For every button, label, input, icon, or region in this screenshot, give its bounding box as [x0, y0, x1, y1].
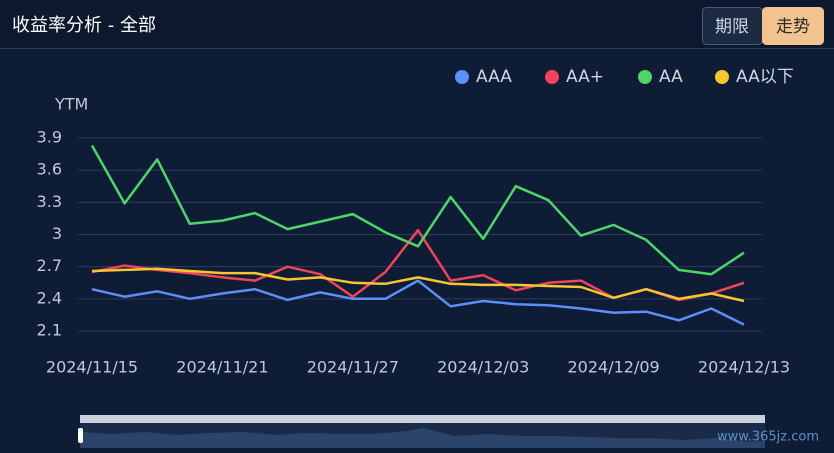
tab-button-active[interactable] — [762, 7, 824, 45]
y-tick-label: 2.1 — [37, 321, 62, 340]
y-axis-label: YTM — [54, 95, 88, 114]
x-tick-label: 2024/12/03 — [437, 358, 529, 377]
y-tick-label: 3.3 — [37, 192, 62, 211]
series-line — [91, 279, 745, 326]
x-tick-label: 2024/12/09 — [567, 358, 659, 377]
x-tick-label: 2024/11/15 — [46, 358, 138, 377]
legend-swatch — [638, 70, 652, 84]
header-bar — [0, 0, 834, 48]
y-tick-label: 3.6 — [37, 160, 62, 179]
tab-button-label[interactable]: 走势 — [776, 17, 810, 37]
zoom-handle[interactable] — [78, 428, 83, 443]
x-tick-label: 2024/11/21 — [176, 358, 268, 377]
legend-label: AAA — [476, 67, 512, 87]
zoom-preview — [80, 428, 765, 448]
series-line — [90, 144, 745, 276]
y-tick-label: 2.7 — [37, 256, 62, 275]
series-line — [91, 267, 745, 303]
y-tick-label: 2.4 — [37, 288, 62, 307]
y-tick-label: 3 — [52, 224, 62, 243]
legend-swatch — [715, 70, 729, 84]
x-tick-label: 2024/12/13 — [698, 358, 790, 377]
plot: 3.9 3.6 3.3 3 2.7 2.4 2.1 2024/11/15 2024/11/21 2… — [37, 67, 794, 377]
watermark: www.365jz.com — [717, 430, 819, 445]
tab-button-label[interactable]: 期限 — [715, 17, 749, 37]
legend-swatch — [545, 70, 559, 84]
legend-label: AA以下 — [736, 67, 794, 87]
legend-swatch — [455, 70, 469, 84]
header-title: 收益率分析 - 全部 — [12, 15, 156, 36]
zoom-handle-bar[interactable] — [80, 415, 765, 423]
legend-label: AA — [659, 67, 683, 87]
legend-label: AA+ — [566, 67, 604, 87]
x-tick-label: 2024/11/27 — [307, 358, 399, 377]
y-tick-label: 3.9 — [37, 128, 62, 147]
